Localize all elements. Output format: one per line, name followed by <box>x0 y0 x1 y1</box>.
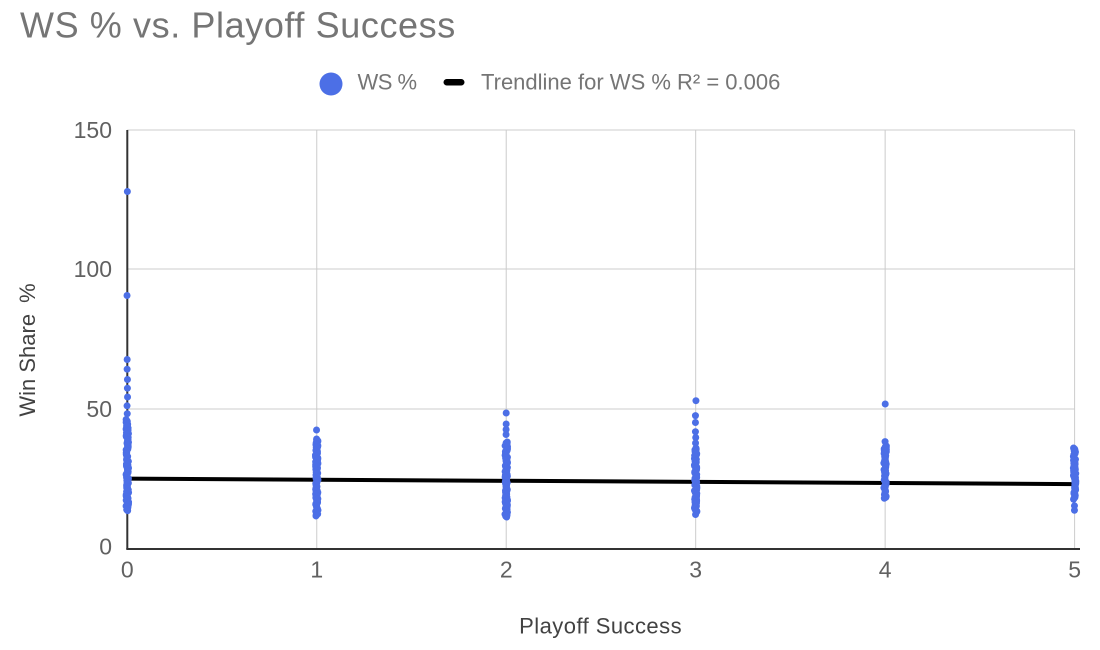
svg-text:2: 2 <box>500 556 513 582</box>
svg-text:150: 150 <box>74 117 112 143</box>
svg-text:WS % vs. Playoff Success: WS % vs. Playoff Success <box>20 5 456 46</box>
svg-text:50: 50 <box>86 396 112 422</box>
svg-text:5: 5 <box>1068 556 1081 582</box>
svg-text:Playoff Success: Playoff Success <box>519 614 682 639</box>
svg-text:Trendline for WS % R² = 0.006: Trendline for WS % R² = 0.006 <box>481 70 780 95</box>
svg-text:3: 3 <box>689 556 702 582</box>
svg-text:WS %: WS % <box>358 70 417 95</box>
svg-text:0: 0 <box>121 556 134 582</box>
svg-text:Win Share %: Win Share % <box>15 283 40 416</box>
svg-text:0: 0 <box>99 534 112 560</box>
svg-text:4: 4 <box>879 556 892 582</box>
svg-text:1: 1 <box>310 556 323 582</box>
svg-text:100: 100 <box>74 256 112 282</box>
